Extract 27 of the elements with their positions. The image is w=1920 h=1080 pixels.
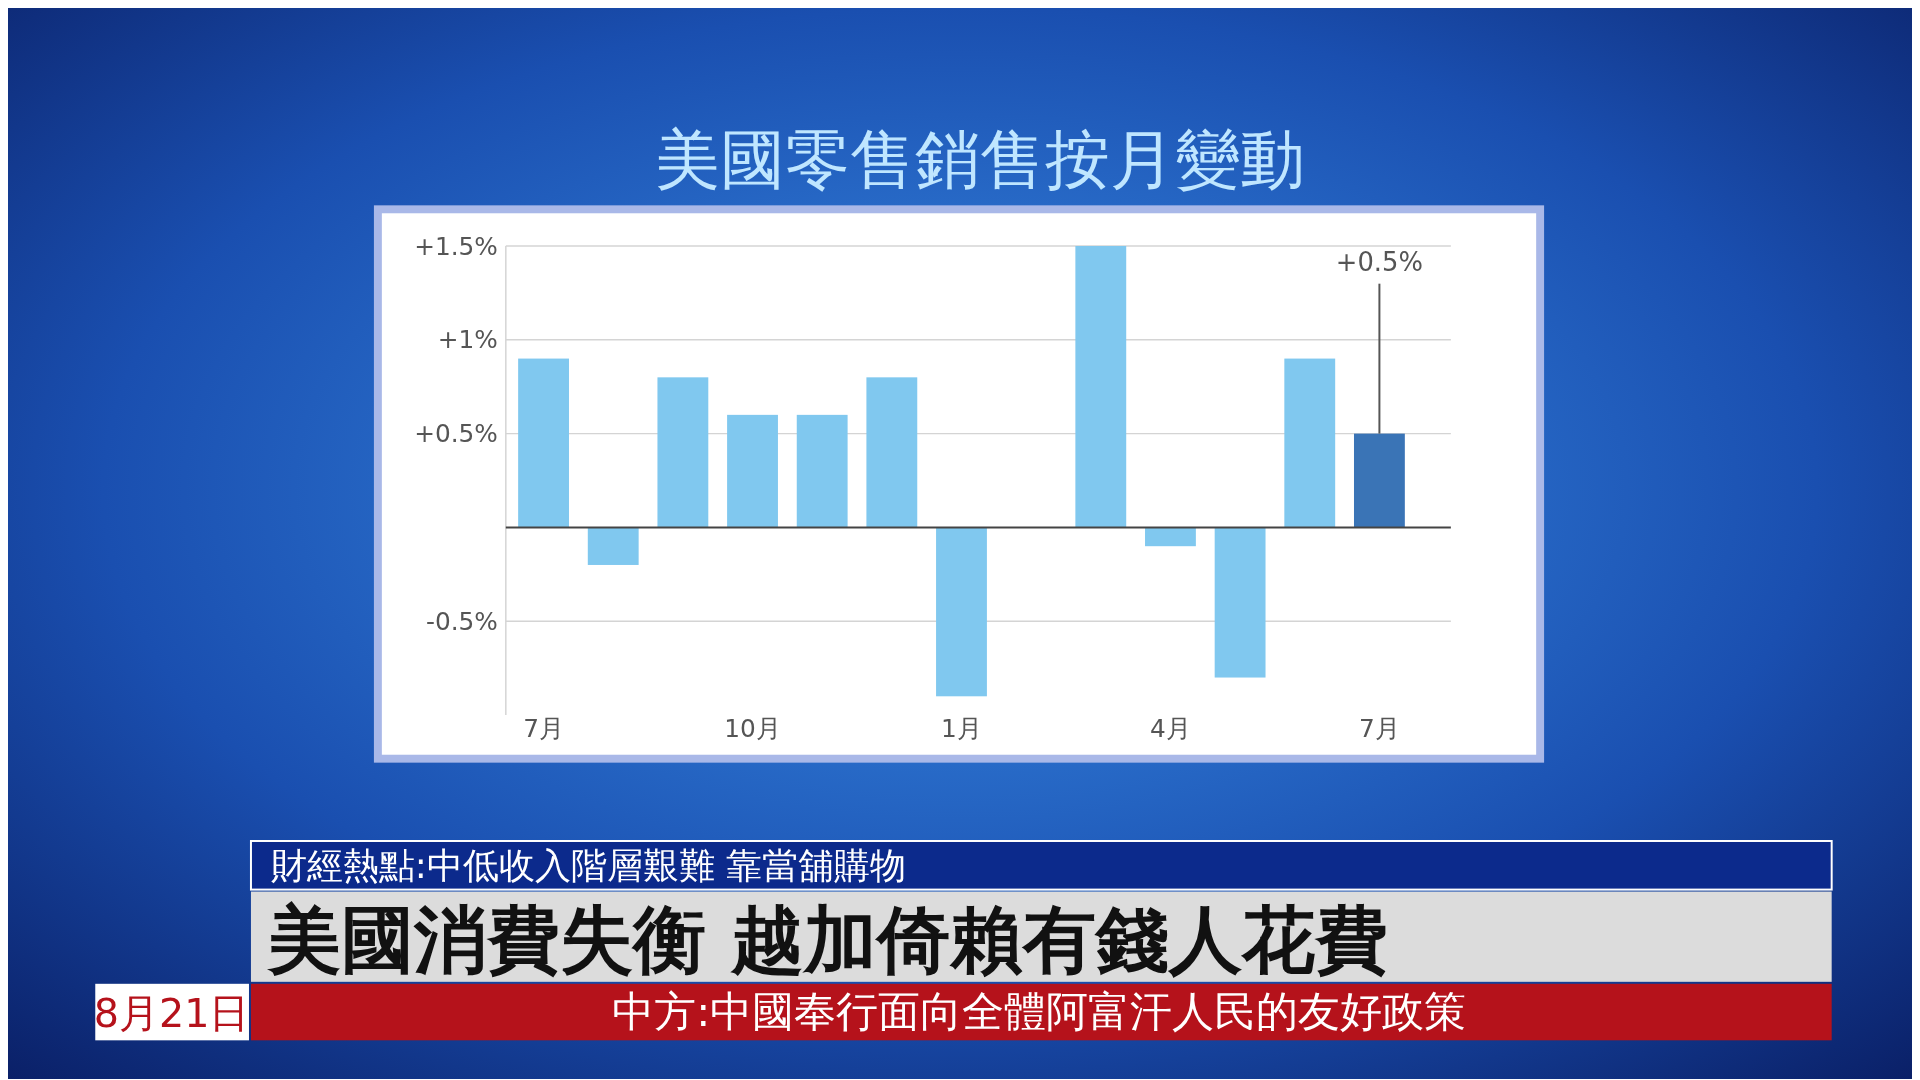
text: 財經熱點:中低收入階層艱難 靠當舖購物 bbox=[270, 844, 907, 886]
x-tick-label: 7月 bbox=[1359, 713, 1400, 743]
bar bbox=[518, 358, 569, 528]
bar bbox=[1353, 433, 1405, 528]
bar bbox=[1075, 246, 1127, 528]
text: 美國消費失衡 越加倚賴有錢人花費 bbox=[265, 896, 1389, 982]
y-tick-label: +0.5% bbox=[414, 419, 498, 449]
bar bbox=[866, 377, 918, 528]
y-tick-label: -0.5% bbox=[425, 606, 498, 636]
bar bbox=[796, 414, 848, 528]
bar bbox=[1284, 358, 1336, 528]
x-tick-label: 7月 bbox=[523, 713, 564, 743]
x-tick-label: 10月 bbox=[724, 713, 781, 743]
bar bbox=[587, 527, 639, 565]
x-tick-label: 1月 bbox=[941, 713, 982, 743]
bar bbox=[1145, 527, 1196, 547]
bar bbox=[727, 414, 778, 528]
text: 8月21日 bbox=[93, 990, 250, 1037]
y-tick-label: +1.5% bbox=[414, 231, 498, 261]
x-tick-label: 4月 bbox=[1150, 713, 1191, 743]
bar bbox=[657, 377, 709, 528]
text: 中方:中國奉行面向全體阿富汗人民的友好政策 bbox=[612, 987, 1467, 1037]
bar bbox=[936, 527, 987, 697]
chart-title: 美國零售銷售按月變動 bbox=[654, 120, 1305, 197]
bar bbox=[1214, 527, 1266, 678]
y-tick-label: +1% bbox=[437, 325, 498, 355]
data-label: +0.5% bbox=[1335, 246, 1423, 277]
